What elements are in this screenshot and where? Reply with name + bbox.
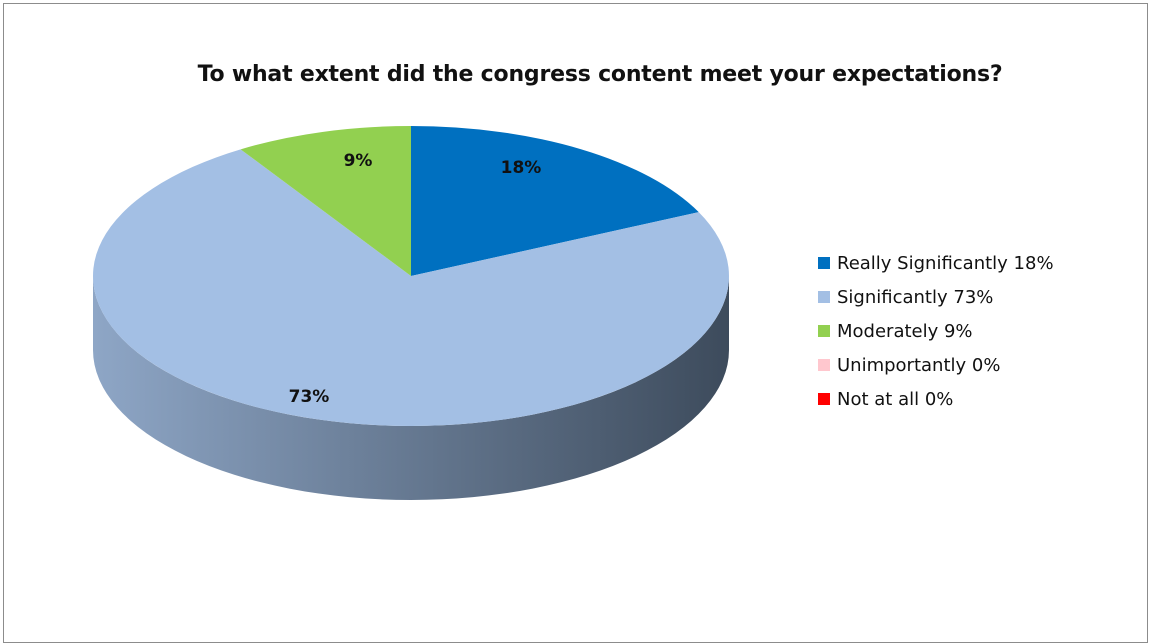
- legend-swatch: [818, 291, 830, 303]
- pie-slice-0: [411, 126, 699, 276]
- legend-swatch: [818, 257, 830, 269]
- legend-swatch: [818, 359, 830, 371]
- legend-label: Moderately 9%: [837, 320, 973, 342]
- legend-item-significantly: Significantly 73%: [818, 280, 1054, 314]
- pie-side-rim: [93, 276, 729, 500]
- chart-title: To what extent did the congress content …: [197, 62, 1003, 87]
- legend-swatch: [818, 325, 830, 337]
- legend-label: Significantly 73%: [837, 286, 994, 308]
- legend-item-unimportantly: Unimportantly 0%: [818, 348, 1054, 382]
- legend: Really Significantly 18% Significantly 7…: [818, 246, 1054, 416]
- pie-slice-2: [240, 126, 411, 276]
- legend-label: Not at all 0%: [837, 388, 954, 410]
- legend-swatch: [818, 393, 830, 405]
- legend-label: Unimportantly 0%: [837, 354, 1001, 376]
- data-label-1: 73%: [289, 387, 330, 407]
- data-label-2: 9%: [344, 151, 373, 171]
- legend-item-really-significantly: Really Significantly 18%: [818, 246, 1054, 280]
- pie-slice-1: [92, 149, 729, 427]
- pie-chart: 18% 73% 9%: [92, 126, 729, 500]
- data-label-0: 18%: [501, 158, 542, 178]
- legend-item-not-at-all: Not at all 0%: [818, 382, 1054, 416]
- legend-label: Really Significantly 18%: [837, 252, 1054, 274]
- legend-item-moderately: Moderately 9%: [818, 314, 1054, 348]
